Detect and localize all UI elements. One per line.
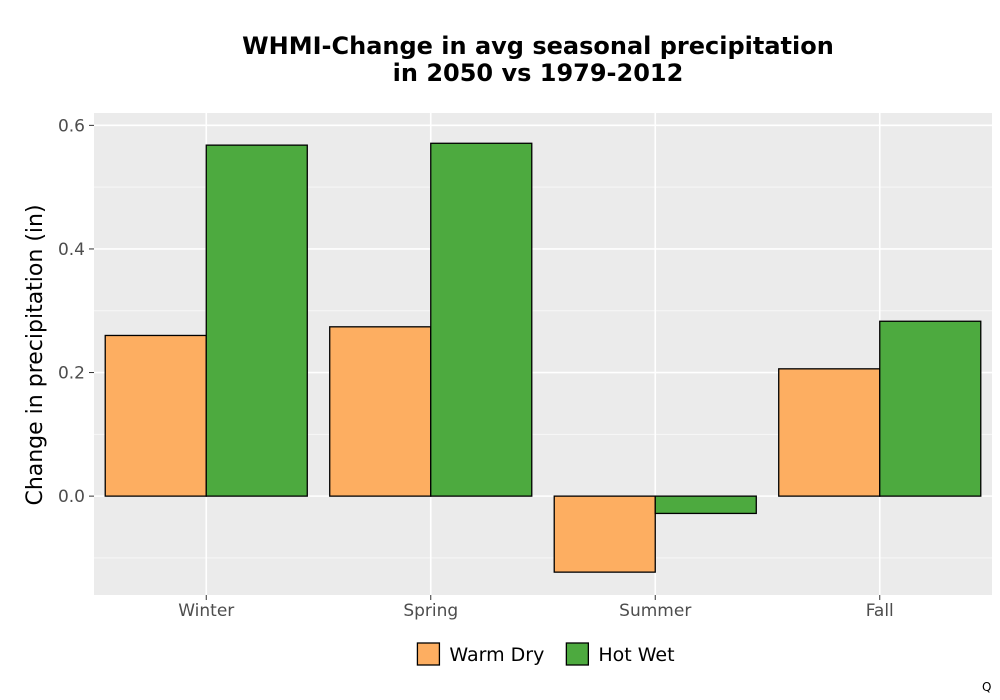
bar-warm-dry-spring xyxy=(329,326,432,497)
bar-hot-wet-spring xyxy=(430,142,533,497)
legend: Warm Dry Hot Wet xyxy=(416,642,675,666)
bar-hot-wet-summer xyxy=(654,495,757,515)
y-tick-label: 0.2 xyxy=(58,364,85,384)
legend-label-hot-wet: Hot Wet xyxy=(598,644,674,666)
legend-label-warm-dry: Warm Dry xyxy=(449,644,544,666)
legend-key-hot-wet xyxy=(565,642,590,666)
bar-warm-dry-fall xyxy=(778,368,881,497)
legend-key-warm-dry xyxy=(416,642,441,666)
y-axis: 0.0 0.2 0.4 0.6 xyxy=(58,116,94,507)
chart-title-line-2: in 2050 vs 1979-2012 xyxy=(393,59,684,87)
bar-warm-dry-winter xyxy=(104,334,207,497)
bars xyxy=(104,142,982,573)
x-tick-label: Spring xyxy=(403,601,458,621)
y-tick-label: 0.0 xyxy=(58,487,85,507)
bar-warm-dry-summer xyxy=(553,495,656,573)
y-tick-label: 0.4 xyxy=(58,240,85,260)
x-tick-label: Winter xyxy=(178,601,234,621)
x-axis: Winter Spring Summer Fall xyxy=(178,595,894,621)
bar-hot-wet-fall xyxy=(879,320,982,497)
y-axis-label: Change in precipitation (in) xyxy=(23,204,48,505)
chart-title-line-1: WHMI-Change in avg seasonal precipitatio… xyxy=(242,32,834,60)
corner-label: Q xyxy=(982,680,991,694)
bar-hot-wet-winter xyxy=(205,144,308,497)
y-tick-label: 0.6 xyxy=(58,116,85,136)
x-tick-label: Fall xyxy=(866,601,894,621)
x-tick-label: Summer xyxy=(619,601,691,621)
